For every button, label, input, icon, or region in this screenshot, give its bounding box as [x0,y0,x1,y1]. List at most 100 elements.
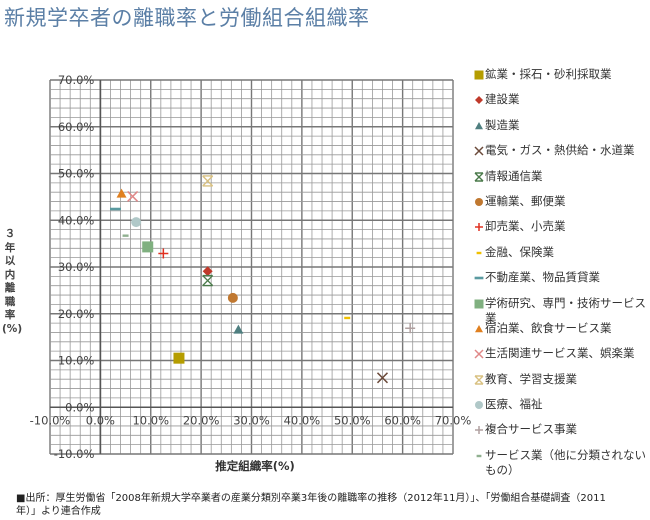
legend-label: 宿泊業、飲食サービス業 [485,320,612,335]
data-point [116,188,127,198]
legend-item: 医療、福祉 [474,397,650,422]
y-axis-label: ３年以内離職率(%) [2,228,23,335]
data-point [127,190,139,202]
legend-marker-icon [475,223,483,232]
legend-marker-icon [474,70,484,80]
legend-marker-icon [475,324,483,333]
y-tick-label: 0.0% [65,400,94,414]
x-tick-label: 30.0% [233,413,270,427]
y-tick-label: 40.0% [58,213,95,227]
y-tick-label: 70.0% [58,73,95,87]
legend-item: 製造業 [474,118,650,143]
legend-item: 建設業 [474,92,650,117]
chart-title: 新規学卒者の離職率と労働組合組織率 [4,6,370,30]
legend-marker [474,276,484,280]
data-point [109,207,121,211]
legend-marker [476,454,482,458]
x-tick-label: 70.0% [435,413,472,427]
legend-label: 情報通信業 [485,168,543,183]
legend-marker [474,146,484,156]
legend-marker-icon [474,299,484,309]
legend-item: 鉱業・採石・砂利採取業 [474,67,650,92]
legend-marker-icon [474,146,484,156]
legend-item: 宿泊業、飲食サービス業 [474,321,650,346]
legend-marker [475,96,483,105]
legend-marker-icon [474,171,484,182]
legend-marker [475,121,483,129]
legend-item: 運輸業、郵便業 [474,194,650,219]
data-point [202,175,214,187]
legend-marker [474,171,484,182]
data-point [131,217,142,228]
legend-marker [475,197,483,206]
legend-marker [474,299,484,309]
x-axis-label: 推定組織率(%) [215,459,295,473]
x-tick-label: 20.0% [183,413,220,427]
x-tick-label: 60.0% [384,413,421,427]
x-tick-label: 0.0% [86,413,115,427]
data-point [202,274,214,287]
legend-label: 医療、福祉 [485,397,543,412]
legend-label: 電気・ガス・熱供給・水道業 [485,143,635,158]
legend-item: 金融、保険業 [474,245,650,270]
legend-marker-icon [474,374,484,385]
legend-item: サービス業（他に分類されないもの） [474,448,650,488]
y-tick-label: 10.0% [58,354,95,368]
legend-marker [475,401,483,410]
legend-label: 建設業 [485,92,520,107]
data-point [405,323,416,334]
legend-label: 製造業 [485,117,520,132]
x-tick-label: 10.0% [132,413,169,427]
legend-item: 卸売業、小売業 [474,219,650,244]
legend-label: 鉱業・採石・砂利採取業 [485,67,612,81]
legend-item: 電気・ガス・熱供給・水道業 [474,143,650,168]
data-point [227,292,238,303]
legend-marker-icon [475,121,483,129]
y-tick-label: 60.0% [58,120,95,134]
legend-marker [476,251,482,254]
legend-marker [474,349,484,359]
legend-item: 情報通信業 [474,169,650,194]
y-tick-label: 50.0% [58,167,95,181]
legend-label: 不動産業、物品賃貸業 [485,270,600,285]
legend-item: 生活関連サービス業、娯楽業 [474,346,650,371]
data-point [344,316,351,320]
legend-marker-icon [475,401,483,410]
y-tick-label: 30.0% [58,260,95,274]
legend-marker-icon [474,276,484,280]
data-point [202,266,213,277]
legend-label: 生活関連サービス業、娯楽業 [485,346,635,361]
data-point [158,248,169,259]
legend-marker-icon [475,197,483,206]
data-point [173,352,185,364]
source-footnote: ■出所：厚生労働省「2008年新規大学卒業者の産業分類別卒業3年後の離職率の推移… [16,493,606,517]
legend-label: 運輸業、郵便業 [485,193,566,208]
y-tick-label: 20.0% [58,307,95,321]
data-point [233,324,244,334]
legend-marker [474,70,484,80]
x-tick-label: -10.0% [30,413,71,427]
legend-label: 金融、保険業 [485,244,554,259]
legend-marker-icon [475,426,483,435]
legend-label: 卸売業、小売業 [485,219,566,234]
legend: 鉱業・採石・砂利採取業 建設業製造業電気・ガス・熱供給・水道業 情報通信業運輸業、郵… [474,67,650,488]
legend-label: 学術研究、専門・技術サービス業 [485,295,646,325]
legend-marker [475,426,483,435]
data-point [376,372,389,384]
legend-marker-icon [476,454,482,458]
legend-marker-icon [476,251,482,254]
x-tick-label: 40.0% [284,413,321,427]
legend-marker-icon [474,349,484,359]
legend-marker-icon [475,96,483,105]
x-tick-label: 50.0% [334,413,371,427]
data-point [122,234,129,237]
legend-label: 教育、学習支援業 [485,371,577,386]
legend-marker [474,374,484,385]
data-point [142,241,154,253]
legend-item: 教育、学習支援業 [474,372,650,397]
y-tick-label: -10.0% [54,447,95,461]
legend-label: サービス業（他に分類されないもの） [485,447,646,477]
legend-item: 不動産業、物品賃貸業 [474,270,650,295]
